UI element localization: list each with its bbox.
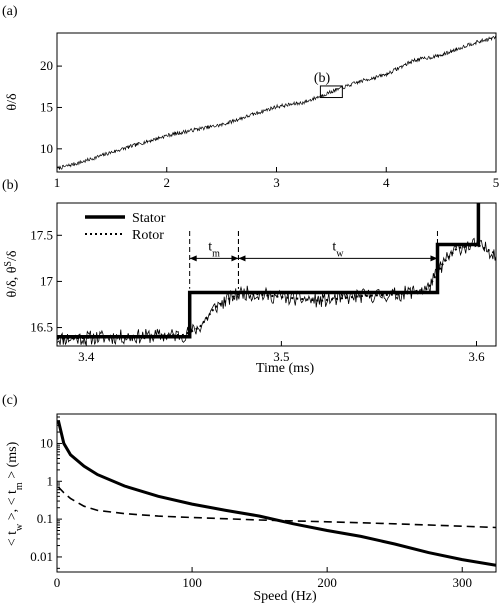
panel-a-label: (a) [2,4,18,19]
x-tick-label: 4 [383,175,390,190]
x-tick-label: 300 [452,575,472,590]
y-tick-label: 0.01 [30,549,53,564]
x-tick-label: 3 [273,175,280,190]
annotation-label: tm [208,239,220,259]
y-tick-label: 17.5 [30,227,53,242]
annotation-label: tw [332,239,344,259]
x-tick-label: 1 [54,175,61,190]
panel-b-ylabel-main: θ/δ, θ [5,266,20,297]
y-tick-label: 17 [40,273,54,288]
arrow-head [430,255,438,262]
y-tick-label: 16.5 [30,320,53,335]
panel-c-ylabel-tail: > (ms) [5,441,20,482]
y-tick-label: 20 [40,58,53,73]
panel-c-ylabel-mid: >, < t [5,490,20,524]
x-tick-label: 0 [54,575,61,590]
y-tick-label: 10 [40,435,53,450]
x-tick-label: 3.4 [78,349,95,364]
series-tm [57,486,496,529]
legend-stator-label: Stator [132,211,166,226]
annotation-label-sub: m [212,248,220,259]
arrow-head [238,255,246,262]
panel-b-ylabel-sup: S [3,261,14,267]
y-tick-label: 15 [40,99,53,114]
panel-c-ylabel-sub2: m [14,482,25,490]
panel-b-frame [56,202,497,347]
y-tick-label: 1 [47,473,54,488]
panel-c-ylabel-a: < t [5,531,20,546]
x-tick-label: 3.6 [468,349,485,364]
series-rotor [57,243,496,340]
x-tick-label: 5 [493,175,499,190]
panel-c-xlabel: Speed (Hz) [253,589,317,604]
arrow-head [189,255,197,262]
x-tick-label: 200 [317,575,337,590]
series-stator [57,203,481,339]
annotation-label-sub: w [336,248,344,259]
panel-b-ylabel-tail: /δ [5,250,20,261]
panel-b-xlabel: Time (ms) [256,361,315,376]
series-trace [56,35,497,170]
panel-c-ylabel: < tw >, < tm > (ms) [5,441,25,546]
legend-rotor-label: Rotor [132,228,164,243]
panel-c-frame [56,413,497,573]
arrow-head [231,255,239,262]
panel-b-label: (b) [2,178,19,193]
x-tick-label: 100 [182,575,202,590]
panel-c-ylabel-sub1: w [14,523,25,531]
panel-a-frame [56,32,497,173]
y-tick-label: 10 [40,141,53,156]
x-tick-label: 2 [164,175,171,190]
x-tick-label: 3.5 [273,349,289,364]
series-tw [57,420,496,567]
panel-c-label: (c) [2,393,18,408]
y-tick-label: 0.1 [37,511,53,526]
zoom-box-label: (b) [314,71,331,86]
panel-b-ylabel: θ/δ, θS/δ [3,250,21,297]
zoom-box [319,85,343,99]
panel-a-ylabel: θ/δ [5,93,20,111]
